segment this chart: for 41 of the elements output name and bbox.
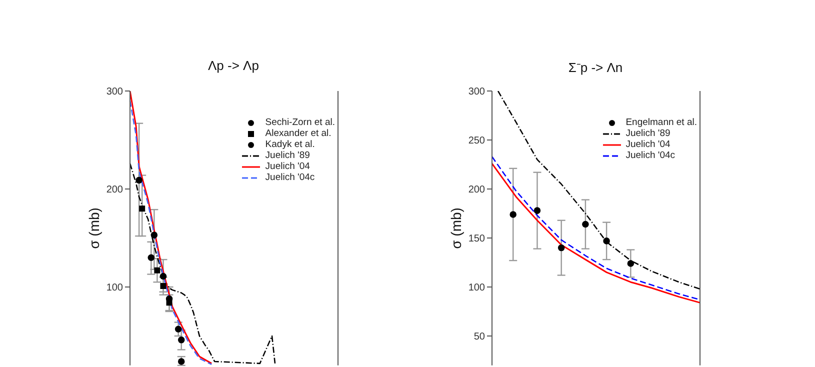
point	[150, 232, 158, 238]
y-tick-label: 300	[106, 86, 124, 98]
legend-label: Engelmann et al.	[626, 117, 697, 128]
point	[136, 176, 142, 184]
point	[154, 267, 160, 274]
point	[166, 300, 172, 306]
y-tick-label: 300	[468, 86, 486, 98]
point	[148, 254, 155, 261]
point	[558, 244, 565, 252]
legend-label: Juelich '04c	[626, 150, 676, 161]
y-tick-label: 100	[106, 282, 124, 294]
legend-label: Juelich '89	[265, 150, 310, 161]
point	[139, 206, 146, 212]
point	[627, 260, 634, 267]
legend-label: Sechi-Zorn et al.	[265, 117, 335, 128]
y-tick-label: 100	[468, 282, 486, 294]
legend-label: Alexander et al.	[265, 128, 332, 139]
point	[178, 358, 185, 365]
y-tick-label: 150	[468, 234, 486, 245]
y-tick-label: 200	[106, 184, 124, 196]
point	[603, 238, 610, 244]
point	[510, 211, 516, 218]
y-tick-label: 200	[468, 184, 486, 196]
y-axis-title: σ (mb)	[86, 208, 102, 249]
y-tick-label: 250	[468, 136, 486, 147]
chart-title: Σ⁻p -> Λn	[567, 59, 624, 76]
legend-label: Juelich '04	[626, 139, 670, 150]
line-series	[497, 91, 701, 290]
point	[160, 272, 167, 280]
point	[534, 207, 541, 214]
legend-label: Juelich '04c	[265, 172, 315, 183]
y-tick-label: 50	[474, 332, 486, 343]
legend-label: Juelich '89	[626, 128, 670, 139]
chart-title: Λp -> Λp	[207, 58, 260, 73]
point	[160, 283, 166, 290]
legend-label: Kadyk et al.	[265, 139, 315, 150]
point	[178, 336, 185, 344]
y-axis-title: σ (mb)	[448, 208, 464, 249]
point	[174, 326, 182, 333]
point	[582, 220, 589, 228]
legend-label: Juelich '04	[265, 161, 310, 172]
